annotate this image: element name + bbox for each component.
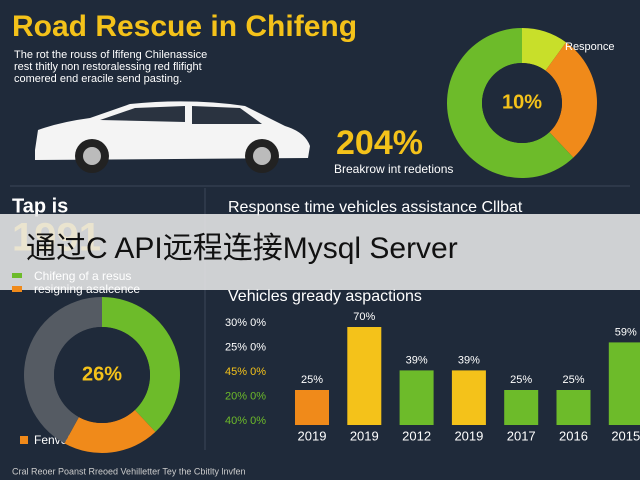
donut-center-label: 26% bbox=[82, 363, 122, 385]
bar-label: 39% bbox=[458, 354, 480, 366]
donut-segment bbox=[447, 28, 574, 178]
legend-swatch bbox=[20, 436, 28, 444]
legend-swatch bbox=[12, 286, 22, 292]
bar-label: 25% bbox=[562, 374, 584, 386]
section-title: Response time vehicles assistance Cllbat bbox=[228, 199, 523, 216]
bar bbox=[399, 370, 434, 425]
bar bbox=[295, 390, 329, 425]
legend-text: Chifeng of a resus bbox=[34, 269, 131, 283]
bar-label: 70% bbox=[353, 311, 375, 323]
x-tick-label: 2015 bbox=[611, 428, 640, 443]
y-axis-text: 45% 0% bbox=[225, 366, 266, 378]
donut-title: Responce bbox=[565, 41, 615, 53]
title: Road Rescue in Chifeng bbox=[12, 10, 357, 43]
bar bbox=[451, 370, 486, 425]
x-tick-label: 2019 bbox=[298, 428, 327, 443]
y-axis-text: 25% 0% bbox=[225, 341, 266, 353]
legend-text: resigning asalcence bbox=[34, 282, 140, 296]
bar bbox=[504, 390, 539, 425]
x-tick-label: 2017 bbox=[507, 428, 536, 443]
donut-hole bbox=[482, 63, 562, 143]
donut-segment bbox=[522, 28, 567, 71]
x-tick-label: 2012 bbox=[402, 428, 431, 443]
bar-label: 25% bbox=[510, 374, 532, 386]
bar bbox=[608, 342, 640, 425]
car bbox=[35, 101, 310, 173]
chart-title: Vehicles gready aspactions bbox=[228, 288, 422, 305]
bar bbox=[347, 327, 382, 425]
donut-center-label: 10% bbox=[502, 91, 542, 113]
x-tick-label: 2019 bbox=[350, 428, 379, 443]
subtitle: rest thitly non restoralessing red flifi… bbox=[14, 61, 202, 73]
bar-label: 25% bbox=[301, 374, 323, 386]
donut-segment bbox=[102, 297, 181, 432]
big-caption: Breakrow int redetions bbox=[334, 162, 453, 176]
donut-hole bbox=[54, 327, 150, 423]
donut-segment bbox=[23, 297, 103, 444]
big-stat: 204% bbox=[336, 124, 423, 162]
y-axis-text: 20% 0% bbox=[225, 390, 266, 402]
x-tick-label: 2019 bbox=[454, 428, 483, 443]
legend-swatch bbox=[12, 273, 22, 278]
donut-segment bbox=[64, 409, 156, 453]
left-title: Tap is bbox=[12, 195, 68, 217]
donut-segment bbox=[545, 42, 597, 158]
footer: Cral Reoer Poanst Rreoed Vehilletter Tey… bbox=[12, 466, 245, 476]
banner bbox=[0, 214, 640, 290]
y-axis-text: 30% 0% bbox=[225, 317, 266, 329]
bar-label: 59% bbox=[615, 326, 637, 338]
y-axis-text: 40% 0% bbox=[225, 415, 266, 427]
subtitle: comered end eracile send pasting. bbox=[14, 73, 182, 85]
bar bbox=[556, 390, 591, 425]
banner-text: 通过C API远程连接Mysql Server bbox=[26, 232, 458, 265]
x-tick-label: 2016 bbox=[559, 428, 588, 443]
bar-label: 39% bbox=[406, 354, 428, 366]
subtitle: The rot the rouss of lfifeng Chilenassic… bbox=[14, 49, 207, 61]
